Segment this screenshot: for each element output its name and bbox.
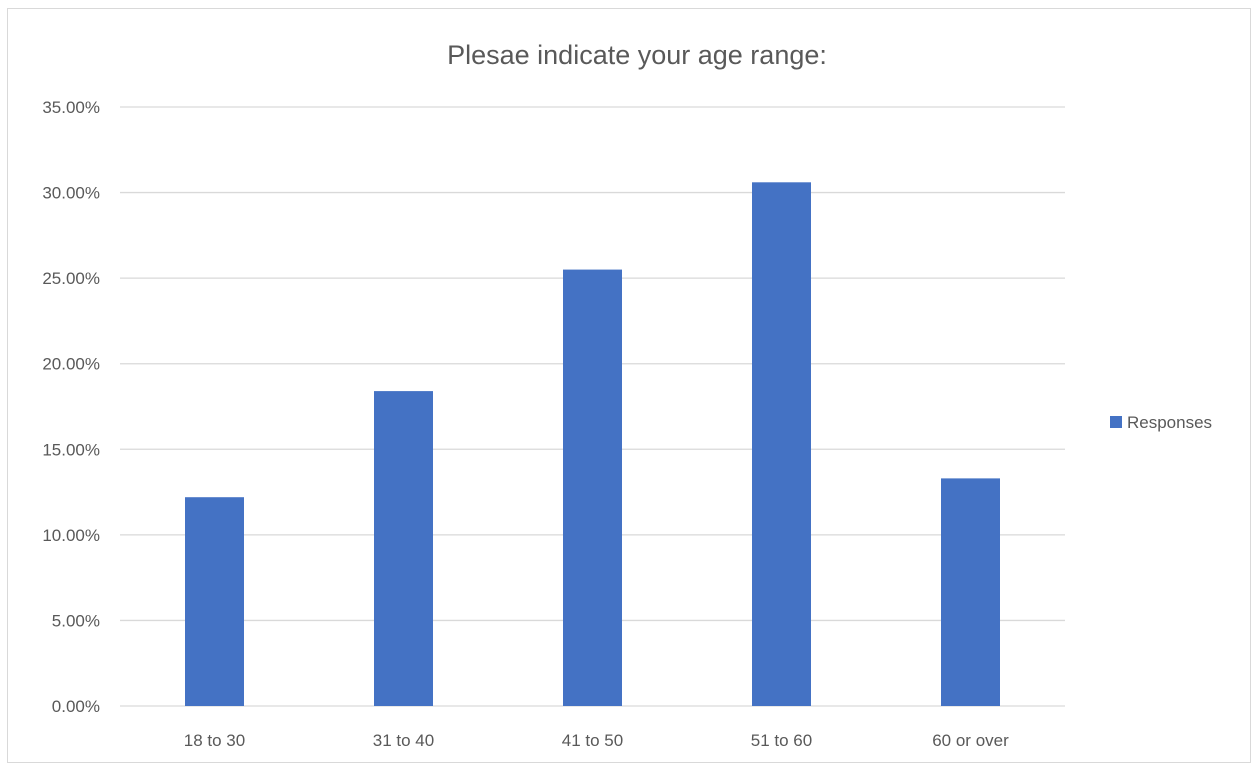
- y-tick-label: 0.00%: [52, 697, 100, 716]
- bar: [185, 497, 244, 706]
- y-tick-label: 5.00%: [52, 611, 100, 630]
- bar: [752, 182, 811, 706]
- y-tick-label: 20.00%: [42, 355, 100, 374]
- x-tick-label: 60 or over: [932, 731, 1009, 750]
- chart-title: Plesae indicate your age range:: [447, 40, 827, 70]
- legend: Responses: [1110, 413, 1212, 432]
- x-axis-ticks: 18 to 30 31 to 40 41 to 50 51 to 60 60 or ov…: [184, 731, 1009, 750]
- x-tick-label: 31 to 40: [373, 731, 434, 750]
- y-tick-label: 10.00%: [42, 526, 100, 545]
- bar: [563, 269, 622, 706]
- x-tick-label: 18 to 30: [184, 731, 245, 750]
- legend-label: Responses: [1127, 413, 1212, 432]
- y-tick-label: 30.00%: [42, 184, 100, 203]
- bar: [941, 478, 1000, 706]
- y-tick-label: 25.00%: [42, 269, 100, 288]
- bars: [185, 182, 1000, 706]
- legend-swatch: [1110, 416, 1122, 428]
- x-tick-label: 51 to 60: [751, 731, 812, 750]
- x-tick-label: 41 to 50: [562, 731, 623, 750]
- y-tick-label: 35.00%: [42, 98, 100, 117]
- y-tick-label: 15.00%: [42, 440, 100, 459]
- bar: [374, 391, 433, 706]
- y-axis-ticks: 0.00% 5.00% 10.00% 15.00% 20.00% 25.00% 30.00%…: [42, 98, 100, 716]
